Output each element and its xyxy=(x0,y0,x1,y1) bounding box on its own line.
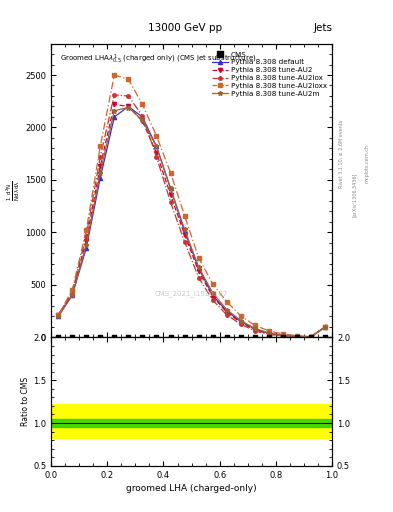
Point xyxy=(280,333,286,342)
Point xyxy=(308,333,314,342)
Y-axis label: Ratio to CMS: Ratio to CMS xyxy=(21,377,30,426)
Point xyxy=(252,333,258,342)
Point xyxy=(167,333,174,342)
Point xyxy=(195,333,202,342)
Point xyxy=(209,333,216,342)
Text: Rivet 3.1.10, ≥ 2.6M events: Rivet 3.1.10, ≥ 2.6M events xyxy=(339,119,344,188)
Point xyxy=(83,333,89,342)
Point xyxy=(322,333,328,342)
Text: CMS_2021_I1920187: CMS_2021_I1920187 xyxy=(155,290,228,296)
Point xyxy=(111,333,118,342)
Text: [arXiv:1306.3436]: [arXiv:1306.3436] xyxy=(352,173,357,217)
Text: Groomed LHA$\lambda^1_{0.5}$ (charged only) (CMS jet substructure): Groomed LHA$\lambda^1_{0.5}$ (charged on… xyxy=(59,52,256,66)
Text: 13000 GeV pp: 13000 GeV pp xyxy=(148,23,222,33)
Point xyxy=(238,333,244,342)
Point xyxy=(153,333,160,342)
Bar xyxy=(51,419,332,428)
Point xyxy=(97,333,103,342)
Legend: CMS, Pythia 8.308 default, Pythia 8.308 tune-AU2, Pythia 8.308 tune-AU2lox, Pyth: CMS, Pythia 8.308 default, Pythia 8.308 … xyxy=(211,50,329,98)
Text: Jets: Jets xyxy=(313,23,332,33)
Text: mcplots.cern.ch: mcplots.cern.ch xyxy=(364,144,369,183)
Point xyxy=(69,333,75,342)
Y-axis label: $\mathregular{\frac{1}{N}\frac{d^2N}{d\lambda\,d\lambda}}$: $\mathregular{\frac{1}{N}\frac{d^2N}{d\l… xyxy=(5,180,22,201)
Point xyxy=(294,333,300,342)
Point xyxy=(182,333,188,342)
Bar xyxy=(51,404,332,438)
Point xyxy=(55,333,61,342)
Point xyxy=(125,333,132,342)
Point xyxy=(139,333,145,342)
Point xyxy=(266,333,272,342)
Point xyxy=(224,333,230,342)
X-axis label: groomed LHA (charged-only): groomed LHA (charged-only) xyxy=(126,484,257,493)
